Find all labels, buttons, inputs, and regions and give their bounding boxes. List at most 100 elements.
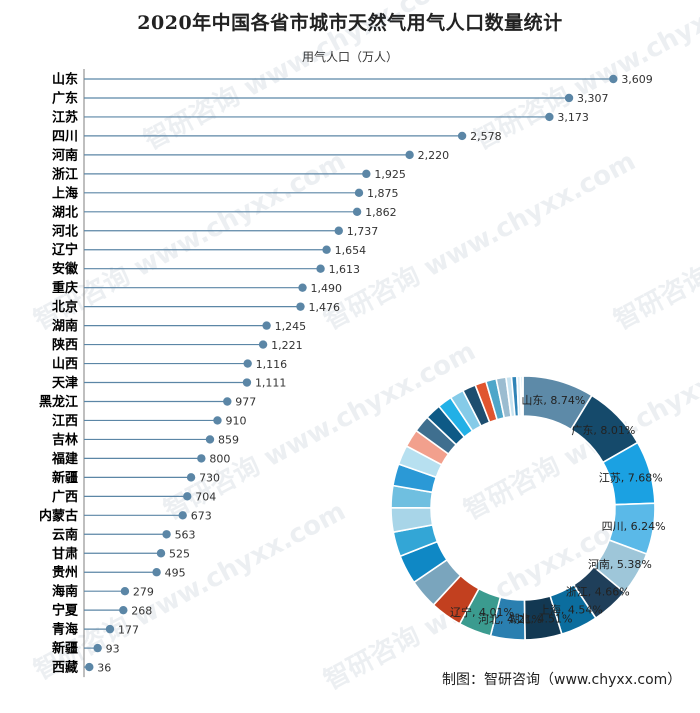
value-label: 1,875 bbox=[367, 187, 399, 200]
category-label: 河南 bbox=[52, 147, 78, 163]
value-label: 1,737 bbox=[347, 225, 379, 238]
value-label: 495 bbox=[165, 566, 186, 579]
chart-source: 制图：智研咨询（www.chyxx.com） bbox=[442, 672, 682, 688]
donut-slice-label: 辽宁, 4.01% bbox=[450, 605, 514, 619]
category-label: 海南 bbox=[52, 584, 78, 600]
category-label: 宁夏 bbox=[52, 603, 79, 619]
lollipop-dot bbox=[564, 93, 574, 103]
value-label: 563 bbox=[175, 528, 196, 541]
category-label: 江苏 bbox=[52, 109, 78, 125]
category-label: 黑龙江 bbox=[39, 394, 78, 410]
donut-chart: 山东, 8.74% 广东, 8.01% 江苏, 7.68% 四川, 6.24% 河南, … bbox=[390, 375, 666, 641]
lollipop-dot bbox=[223, 397, 232, 406]
watermark-text: 智研咨询 www.chyxx.com bbox=[139, 0, 461, 156]
category-label: 广西 bbox=[52, 489, 78, 505]
lollipop-dot bbox=[205, 435, 215, 444]
category-label: 上海 bbox=[52, 185, 78, 201]
category-label: 湖南 bbox=[52, 318, 78, 334]
value-label: 93 bbox=[106, 642, 120, 655]
category-label: 重庆 bbox=[52, 280, 78, 296]
category-label: 云南 bbox=[52, 527, 78, 543]
category-label: 山东 bbox=[52, 72, 78, 88]
category-label: 湖北 bbox=[52, 205, 78, 220]
category-label: 青海 bbox=[52, 622, 78, 638]
category-label: 北京 bbox=[52, 299, 78, 315]
category-label: 广东 bbox=[52, 90, 78, 106]
value-label: 1,221 bbox=[271, 339, 303, 352]
lollipop-dot bbox=[262, 321, 271, 330]
category-label: 天津 bbox=[52, 375, 78, 391]
value-label: 910 bbox=[225, 415, 246, 428]
chart-unit-label: 用气人口（万人） bbox=[301, 50, 398, 64]
lollipop-dot bbox=[197, 454, 206, 463]
donut-slice-label: 广东, 8.01% bbox=[571, 424, 635, 437]
donut-slice-label: 四川, 6.24% bbox=[602, 520, 666, 533]
value-label: 2,220 bbox=[418, 149, 450, 162]
value-label: 859 bbox=[218, 434, 239, 447]
category-label: 西藏 bbox=[52, 660, 78, 676]
value-label: 977 bbox=[235, 396, 256, 409]
lollipop-dot bbox=[93, 643, 102, 653]
lollipop-dot bbox=[354, 188, 364, 198]
category-label: 浙江 bbox=[52, 166, 78, 182]
value-label: 673 bbox=[191, 510, 212, 523]
category-label: 新疆 bbox=[52, 470, 78, 486]
value-label: 1,245 bbox=[275, 320, 307, 333]
category-label: 江西 bbox=[52, 413, 78, 429]
category-label: 山西 bbox=[52, 356, 78, 372]
category-label: 吉林 bbox=[52, 432, 78, 448]
donut-slice-label: 山东, 8.74% bbox=[521, 394, 585, 407]
lollipop-dot bbox=[298, 283, 307, 292]
value-label: 1,862 bbox=[365, 206, 397, 219]
value-label: 1,116 bbox=[256, 358, 288, 371]
category-label: 贵州 bbox=[52, 565, 78, 581]
category-label: 新疆 bbox=[52, 641, 78, 657]
lollipop-dot bbox=[162, 530, 171, 539]
value-label: 2,578 bbox=[470, 130, 502, 143]
lollipop-dot bbox=[152, 568, 161, 577]
lollipop-dot bbox=[85, 662, 94, 672]
value-label: 177 bbox=[118, 623, 139, 636]
donut-slice bbox=[521, 375, 524, 417]
lollipop-dot bbox=[322, 245, 331, 254]
value-label: 800 bbox=[209, 453, 230, 466]
value-label: 1,111 bbox=[255, 377, 286, 390]
value-label: 279 bbox=[133, 585, 154, 598]
value-label: 704 bbox=[195, 491, 216, 504]
donut-slice-label: 浙江, 4.66% bbox=[566, 585, 630, 598]
value-label: 730 bbox=[199, 472, 220, 485]
value-label: 1,476 bbox=[308, 301, 340, 314]
donut-slice-label: 江苏, 7.68% bbox=[599, 471, 663, 484]
value-label: 1,613 bbox=[329, 263, 361, 276]
category-label: 甘肃 bbox=[52, 546, 78, 562]
lollipop-dot bbox=[119, 605, 128, 615]
value-label: 268 bbox=[131, 604, 152, 617]
category-label: 内蒙古 bbox=[39, 508, 78, 524]
lollipop-dot bbox=[457, 131, 467, 141]
lollipop-dot bbox=[545, 112, 554, 122]
lollipop-dot bbox=[362, 169, 371, 179]
category-label: 陕西 bbox=[52, 337, 78, 353]
lollipop-chart: 山东 3,609 广东 3,307 江苏 3,173 四川 2,578 河南 2,220 浙江 1,9… bbox=[39, 69, 653, 678]
lollipop-dot bbox=[242, 378, 252, 387]
donut-slice-label: 河南, 5.38% bbox=[588, 558, 652, 571]
value-label: 3,307 bbox=[577, 92, 609, 105]
lollipop-dot bbox=[243, 359, 252, 368]
lollipop-dot bbox=[183, 492, 192, 501]
lollipop-dot bbox=[178, 511, 187, 520]
value-label: 36 bbox=[97, 661, 111, 674]
watermark-text: 智研咨询 www.chyxx.com bbox=[469, 0, 700, 156]
category-label: 辽宁 bbox=[52, 242, 78, 258]
lollipop-dot bbox=[334, 226, 343, 235]
value-label: 1,925 bbox=[374, 168, 406, 181]
lollipop-dot bbox=[186, 473, 196, 482]
value-label: 3,609 bbox=[621, 73, 653, 86]
value-label: 1,654 bbox=[335, 244, 367, 257]
lollipop-dot bbox=[296, 302, 305, 311]
lollipop-dot bbox=[120, 586, 130, 596]
donut-slice-label: 上海, 4.54% bbox=[539, 602, 603, 616]
lollipop-dot bbox=[213, 416, 222, 425]
lollipop-dot bbox=[609, 74, 618, 84]
